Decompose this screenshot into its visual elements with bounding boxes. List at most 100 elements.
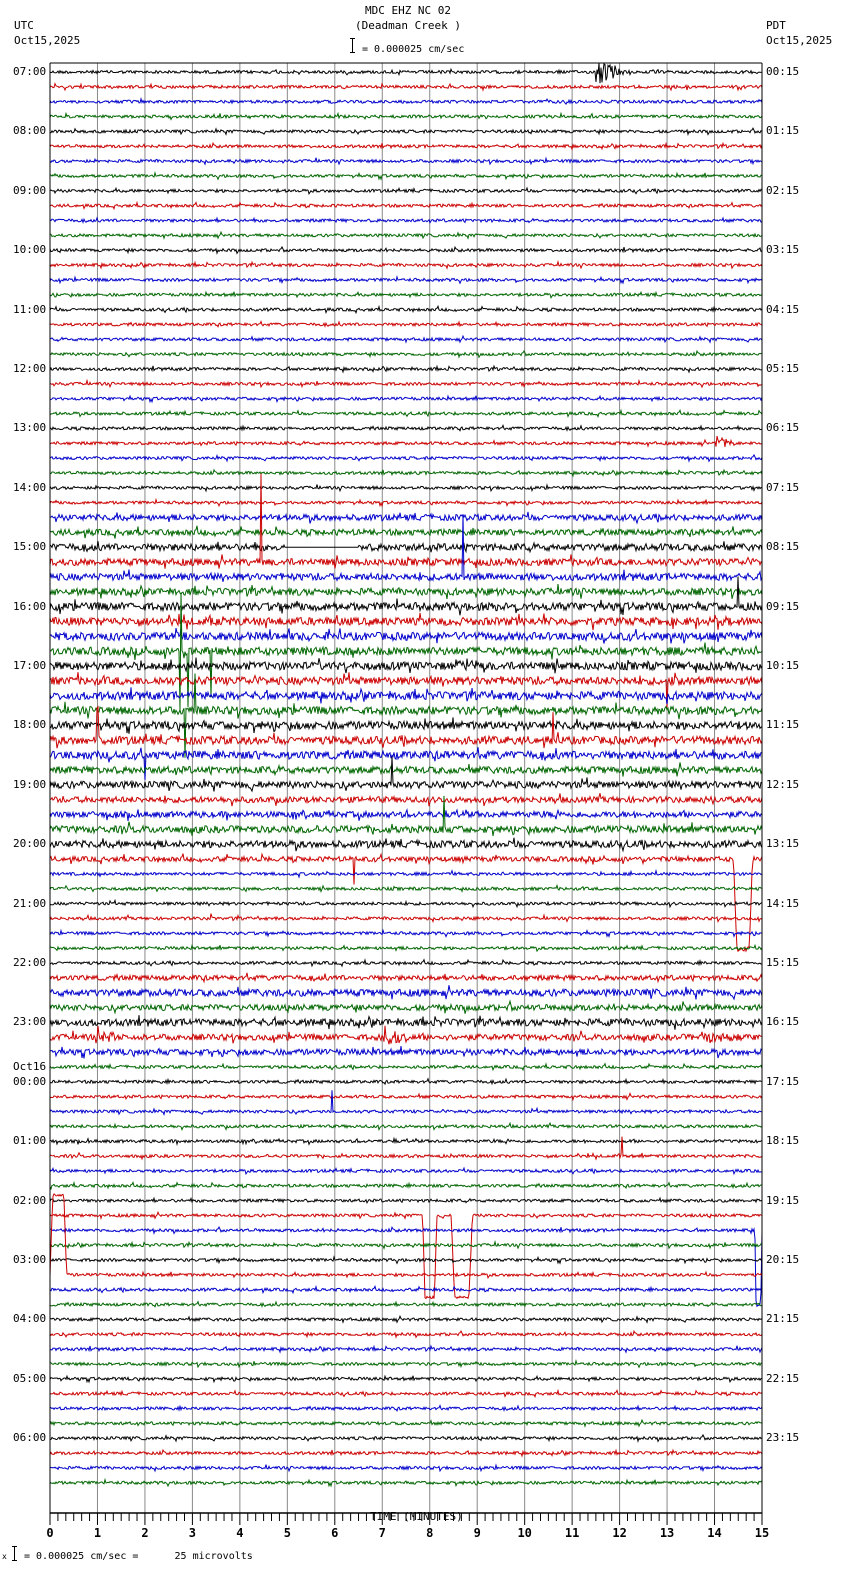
trace-line (49, 985, 763, 1001)
right-date: Oct15,2025 (766, 34, 833, 47)
trace-line (49, 1166, 763, 1176)
scale-label: = 0.000025 cm/sec (362, 44, 465, 55)
right-time-label: 11:15 (766, 718, 800, 732)
trace-line (49, 1314, 763, 1324)
left-time-label: 03:00 (13, 1253, 47, 1266)
trace-line (49, 1046, 763, 1059)
trace-line (49, 1255, 763, 1265)
trace-line (49, 1136, 763, 1147)
trace-line (49, 762, 763, 777)
right-time-label: 12:15 (766, 777, 800, 791)
trace-line (49, 592, 763, 711)
trace-line (49, 1239, 763, 1250)
right-timezone: PDT (766, 19, 786, 32)
trace-line (49, 627, 763, 644)
trace-line (49, 898, 763, 909)
x-tick-label: 7 (379, 1526, 386, 1540)
trace-line (49, 483, 763, 493)
left-timezone: UTC (14, 19, 34, 32)
right-time-label: 05:15 (766, 362, 800, 375)
trace-line (49, 435, 763, 448)
left-time-label: 09:00 (13, 183, 47, 197)
trace-line (49, 612, 763, 631)
trace-line (49, 408, 763, 418)
right-time-label: 07:15 (766, 480, 800, 494)
trace-line (49, 1477, 763, 1488)
trace-line (49, 1077, 763, 1086)
right-time-label: 17:15 (766, 1074, 800, 1088)
x-tick-label: 4 (236, 1526, 243, 1540)
trace-line (49, 1014, 763, 1030)
trace-line (49, 1388, 763, 1399)
trace-line (49, 584, 763, 600)
trace-line (49, 1226, 763, 1308)
trace-line (49, 913, 763, 924)
x-tick-label: 3 (189, 1526, 196, 1540)
left-time-label: 15:00 (13, 540, 47, 554)
trace-line (49, 972, 763, 984)
trace-line (49, 468, 763, 478)
trace-line (49, 320, 763, 328)
right-time-label: 08:15 (766, 540, 800, 554)
right-time-label: 00:15 (766, 65, 800, 78)
left-time-label: 18:00 (13, 718, 47, 732)
left-time-label: 20:00 (13, 837, 47, 851)
trace-line (49, 747, 763, 780)
right-time-label: 18:15 (766, 1134, 800, 1148)
trace-line (49, 672, 763, 708)
left-time-label: 01:00 (13, 1134, 47, 1148)
right-time-label: 23:15 (766, 1431, 800, 1445)
x-tick-label: 12 (612, 1526, 626, 1540)
trace-line (49, 1404, 763, 1413)
trace-line (49, 1344, 763, 1354)
x-tick-label: 2 (141, 1526, 148, 1540)
right-time-label: 16:15 (766, 1015, 800, 1029)
x-tick-label: 1 (94, 1526, 101, 1540)
trace-line (49, 793, 763, 807)
right-time-label: 15:15 (766, 956, 800, 969)
trace-line (49, 1180, 763, 1191)
trace-line (49, 1025, 763, 1045)
right-time-label: 14:15 (766, 896, 800, 910)
trace-line (49, 1062, 763, 1072)
x-tick-label: 10 (517, 1526, 531, 1540)
trace-line (49, 1329, 763, 1339)
trace-line (49, 795, 763, 837)
x-tick-label: 6 (331, 1526, 338, 1540)
left-time-label: 00:00 (13, 1074, 47, 1088)
right-time-label: 22:15 (766, 1371, 800, 1385)
trace-line (49, 216, 763, 225)
trace-line (49, 275, 763, 285)
trace-line (49, 1196, 763, 1205)
x-tick-label: 9 (474, 1526, 481, 1540)
trace-line (50, 230, 763, 240)
trace-line (49, 1463, 763, 1473)
x-axis-title-text: TIME (MINUTES) (370, 1510, 463, 1523)
trace-line (49, 1433, 763, 1443)
left-time-label: 08:00 (13, 124, 47, 138)
trace-line (49, 378, 763, 389)
left-time-label: 02:00 (13, 1193, 47, 1207)
trace-line (49, 453, 763, 463)
trace-line (49, 657, 763, 674)
trace-line (49, 883, 763, 894)
trace-line (49, 756, 762, 793)
trace-line (49, 1448, 763, 1458)
left-time-label: 21:00 (13, 896, 47, 910)
footer-prefix: x (2, 1552, 7, 1561)
trace-line (49, 364, 763, 374)
trace-line (49, 525, 763, 539)
trace-line (49, 423, 762, 432)
trace-line (49, 717, 763, 734)
right-time-label: 13:15 (766, 837, 800, 851)
x-tick-label: 13 (660, 1526, 674, 1540)
x-tick-label: 14 (707, 1526, 721, 1540)
left-time-label: 06:00 (13, 1431, 47, 1445)
trace-line (49, 63, 763, 84)
trace-line (49, 304, 763, 315)
trace-line (49, 171, 763, 181)
trace-line (49, 999, 763, 1015)
trace-line (49, 1300, 763, 1309)
right-time-label: 06:15 (766, 421, 800, 435)
trace-line (49, 290, 763, 299)
